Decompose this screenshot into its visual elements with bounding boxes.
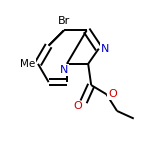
Text: O: O xyxy=(108,89,117,99)
Text: O: O xyxy=(73,101,82,111)
Text: N: N xyxy=(60,65,68,75)
Text: N: N xyxy=(101,44,109,54)
Text: Me: Me xyxy=(20,59,35,69)
Text: Br: Br xyxy=(58,16,70,26)
